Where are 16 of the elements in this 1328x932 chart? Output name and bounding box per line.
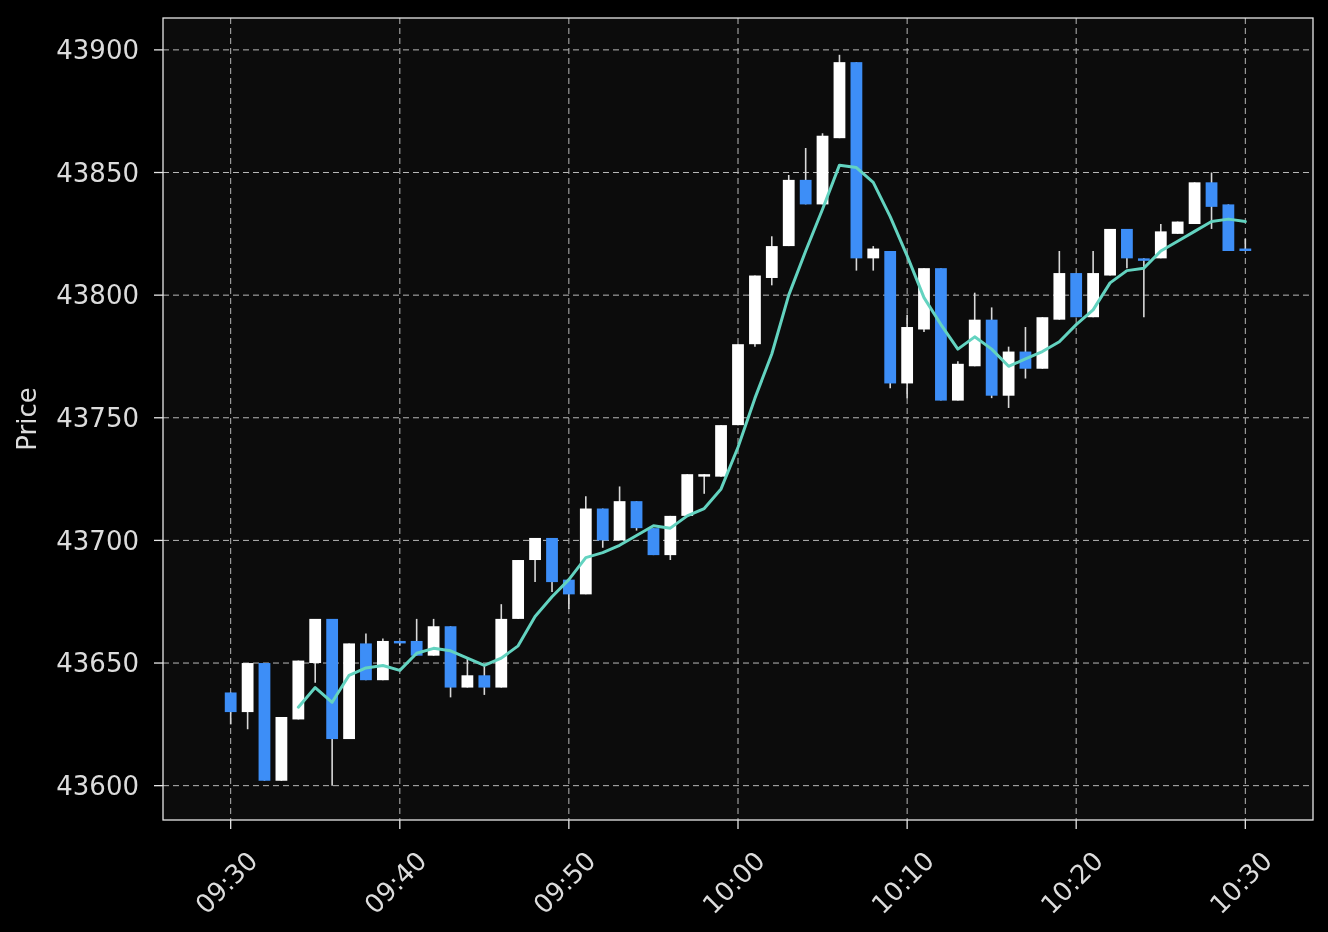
y-tick-label: 43750	[56, 402, 139, 433]
candlestick	[867, 245, 880, 272]
candlestick	[698, 473, 711, 495]
y-tick-label: 43900	[56, 34, 139, 65]
candlestick	[224, 691, 237, 726]
y-tick-label: 43650	[56, 648, 139, 679]
candlestick	[478, 664, 491, 696]
line-series	[296, 163, 1247, 709]
y-tick-label: 43600	[56, 770, 139, 801]
candlestick	[1137, 257, 1150, 319]
candlestick	[461, 657, 474, 689]
candlestick	[529, 537, 541, 583]
y-tick-label: 43700	[56, 525, 139, 556]
y-tick-label: 43800	[56, 280, 139, 311]
y-tick-label: 43850	[56, 157, 139, 188]
y-axis-title: Price	[12, 387, 43, 451]
